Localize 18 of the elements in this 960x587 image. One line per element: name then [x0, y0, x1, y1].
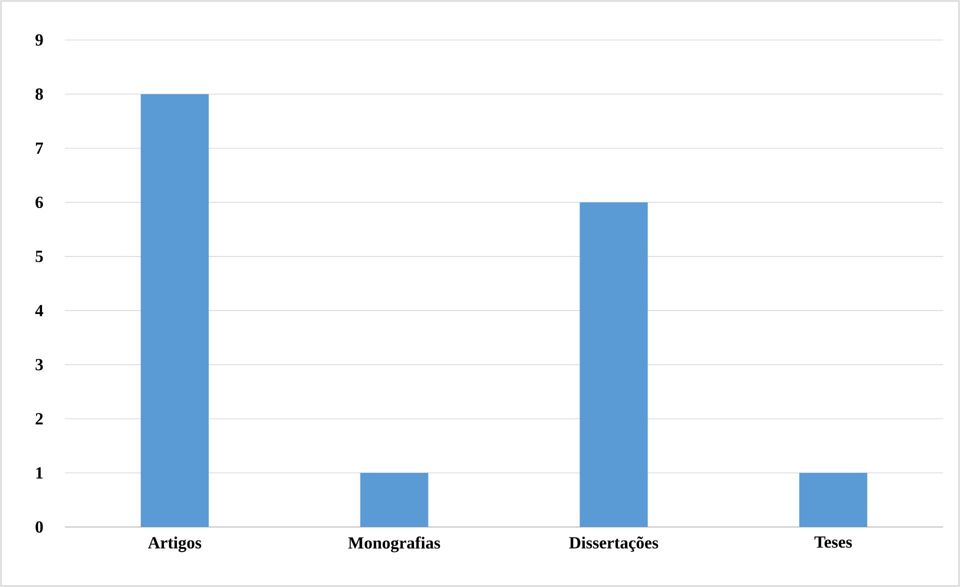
x-tick-label: Artigos — [148, 536, 202, 552]
y-tick-label: 1 — [36, 467, 43, 478]
y-tick-label: 5 — [36, 250, 43, 262]
bar — [580, 202, 648, 527]
x-tick-label: Dissertações — [569, 536, 658, 552]
bar — [140, 94, 209, 527]
y-tick-label: 6 — [36, 196, 43, 208]
x-tick-label: Monografias — [348, 536, 440, 552]
bar — [799, 472, 868, 527]
x-tick-label: Teses — [814, 536, 852, 548]
bar — [360, 472, 428, 527]
y-tick-label: 7 — [36, 142, 44, 154]
y-tick-label: 9 — [35, 34, 43, 46]
y-tick-label: 4 — [35, 304, 44, 316]
y-tick-label: 0 — [36, 521, 43, 533]
y-tick-label: 2 — [36, 413, 43, 424]
y-tick-label: 3 — [36, 358, 43, 370]
y-tick-label: 8 — [36, 88, 43, 100]
